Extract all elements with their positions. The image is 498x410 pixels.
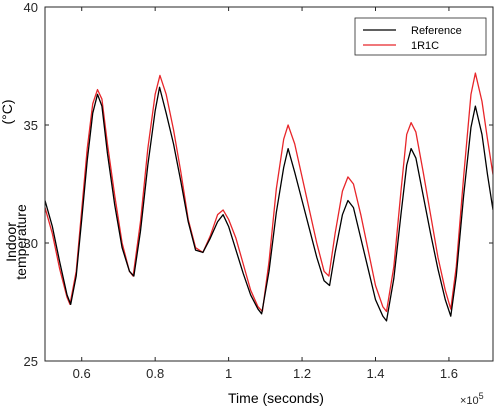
y-tick-label: 35 (24, 118, 38, 133)
x-multiplier-base: ×10 (460, 395, 479, 407)
series-line-1r1c (45, 72, 493, 313)
series-line-reference (45, 86, 493, 322)
x-tick-label: 1.4 (366, 366, 384, 381)
ticks-layer: 0.6 0.8 1 1.2 1.4 1.6 25 30 35 40 (24, 0, 493, 381)
x-tick-label: 1.2 (293, 366, 311, 381)
legend-box (354, 17, 487, 56)
x-tick-label: 0.6 (73, 366, 91, 381)
x-axis-label: Time (seconds) (228, 390, 324, 406)
series-layer (45, 72, 493, 322)
legend-label-reference: Reference (411, 25, 462, 37)
x-tick-label: 1.6 (440, 366, 458, 381)
y-tick-label: 25 (24, 354, 38, 369)
legend: Reference 1R1C (354, 17, 487, 56)
y-axis-label-line1: Indoor (3, 222, 19, 262)
legend-label-1r1c: 1R1C (411, 40, 439, 52)
x-tick-label: 0.8 (146, 366, 164, 381)
y-axis-label-line2: temperature (13, 204, 29, 280)
x-tick-label: 1 (225, 366, 232, 381)
plot-area (45, 7, 493, 361)
x-multiplier-exp: 5 (479, 391, 484, 401)
y-axis-label-unit: (°C) (0, 99, 15, 124)
x-axis-multiplier: ×105 (460, 391, 484, 407)
y-tick-label: 40 (24, 0, 38, 15)
plot-frame (44, 6, 494, 362)
y-tick-label: 30 (24, 236, 38, 251)
